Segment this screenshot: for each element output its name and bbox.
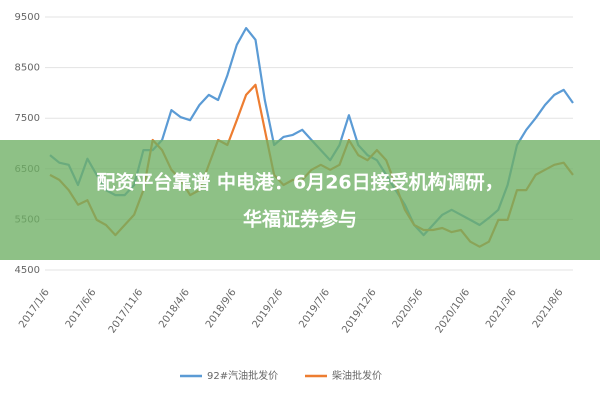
banner: [0, 140, 600, 260]
x-tick-label: 2019/12/6: [340, 287, 378, 335]
x-tick-label: 2017/11/6: [107, 287, 145, 335]
y-tick-label: 7500: [15, 113, 40, 124]
x-tick-label: 2017/6/6: [64, 287, 99, 330]
y-tick-label: 9500: [15, 12, 40, 23]
legend-label: 92#汽油批发价: [207, 369, 278, 382]
banner-line: 配资平台靠谱 中电港：6月26日接受机构调研，: [96, 171, 503, 194]
x-tick-label: 2021/3/6: [484, 287, 519, 330]
x-tick-label: 2021/8/6: [531, 287, 566, 330]
y-tick-label: 8500: [15, 63, 40, 74]
x-tick-label: 2019/2/6: [251, 287, 286, 330]
banner-line: 华福证券参与: [243, 208, 357, 231]
x-tick-label: 2020/5/6: [391, 287, 426, 330]
x-tick-label: 2018/4/6: [157, 287, 192, 330]
x-tick-label: 2017/1/6: [17, 287, 52, 330]
x-tick-label: 2019/7/6: [297, 287, 332, 330]
legend-label: 柴油批发价: [332, 369, 382, 382]
x-tick-label: 2018/9/6: [204, 287, 239, 330]
y-tick-label: 4500: [15, 265, 40, 276]
x-tick-label: 2020/10/6: [434, 287, 472, 335]
